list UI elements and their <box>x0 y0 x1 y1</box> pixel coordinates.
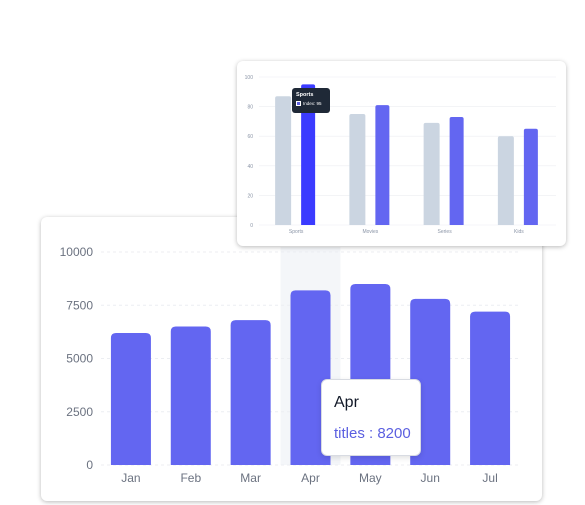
y-tick-label: 100 <box>245 75 254 81</box>
y-tick-label: 5000 <box>66 352 93 366</box>
x-tick-label: Series <box>438 229 453 235</box>
x-tick-label: Movies <box>362 229 378 235</box>
y-tick-label: 10000 <box>60 245 94 259</box>
inset-chart-card: 0 20 40 60 80 100 Sports Movies Series Kids Sport… <box>237 61 566 246</box>
y-tick-label: 7500 <box>66 298 93 312</box>
main-chart-card: 0 2500 5000 7500 10000 Jan Feb Mar Apr May Jun Jul … <box>41 217 542 501</box>
inset-tooltip-title: Sports <box>296 92 314 98</box>
x-tick-label: Jan <box>121 471 140 485</box>
main-bar-chart: 0 2500 5000 7500 10000 Jan Feb Mar Apr May Jun Jul <box>60 245 520 485</box>
tooltip-value: titles : 8200 <box>334 425 411 442</box>
legend-swatch <box>296 101 301 106</box>
x-tick-label: Kids <box>514 229 524 235</box>
bar-grey-movies <box>349 114 366 225</box>
x-tick-label: Jun <box>421 471 440 485</box>
x-tick-label: Jul <box>482 471 497 485</box>
bar-index-sports <box>301 84 316 226</box>
bar-index-kids <box>523 128 538 225</box>
x-tick-label: Mar <box>240 471 261 485</box>
y-tick-label: 40 <box>247 164 253 170</box>
bar-feb <box>170 326 211 465</box>
inset-tooltip-value: Index: 95 <box>303 101 322 106</box>
bar-grey-kids <box>497 136 514 225</box>
bar-index-series <box>449 116 464 225</box>
main-chart-tooltip: Apr titles : 8200 <box>321 379 421 456</box>
y-tick-label: 0 <box>86 458 93 472</box>
x-tick-label: Apr <box>301 471 320 485</box>
y-tick-label: 0 <box>250 223 253 229</box>
bar-apr <box>290 290 331 465</box>
y-tick-label: 2500 <box>66 405 93 419</box>
y-tick-label: 80 <box>247 105 253 111</box>
bar-mar <box>230 320 271 465</box>
bar-index-movies <box>375 105 390 225</box>
x-tick-label: Sports <box>289 229 304 235</box>
tooltip-title: Apr <box>334 394 359 411</box>
inset-bar-chart: 0 20 40 60 80 100 Sports Movies Series Kids <box>245 75 556 235</box>
y-tick-label: 60 <box>247 134 253 140</box>
x-tick-label: Feb <box>180 471 201 485</box>
bar-grey-sports <box>275 96 292 225</box>
x-tick-label: May <box>359 471 382 485</box>
bar-jul <box>470 311 511 465</box>
bar-grey-series <box>423 122 440 225</box>
inset-chart-tooltip: Sports Index: 95 <box>292 88 330 113</box>
y-tick-label: 20 <box>247 193 253 199</box>
bar-jan <box>110 332 151 465</box>
